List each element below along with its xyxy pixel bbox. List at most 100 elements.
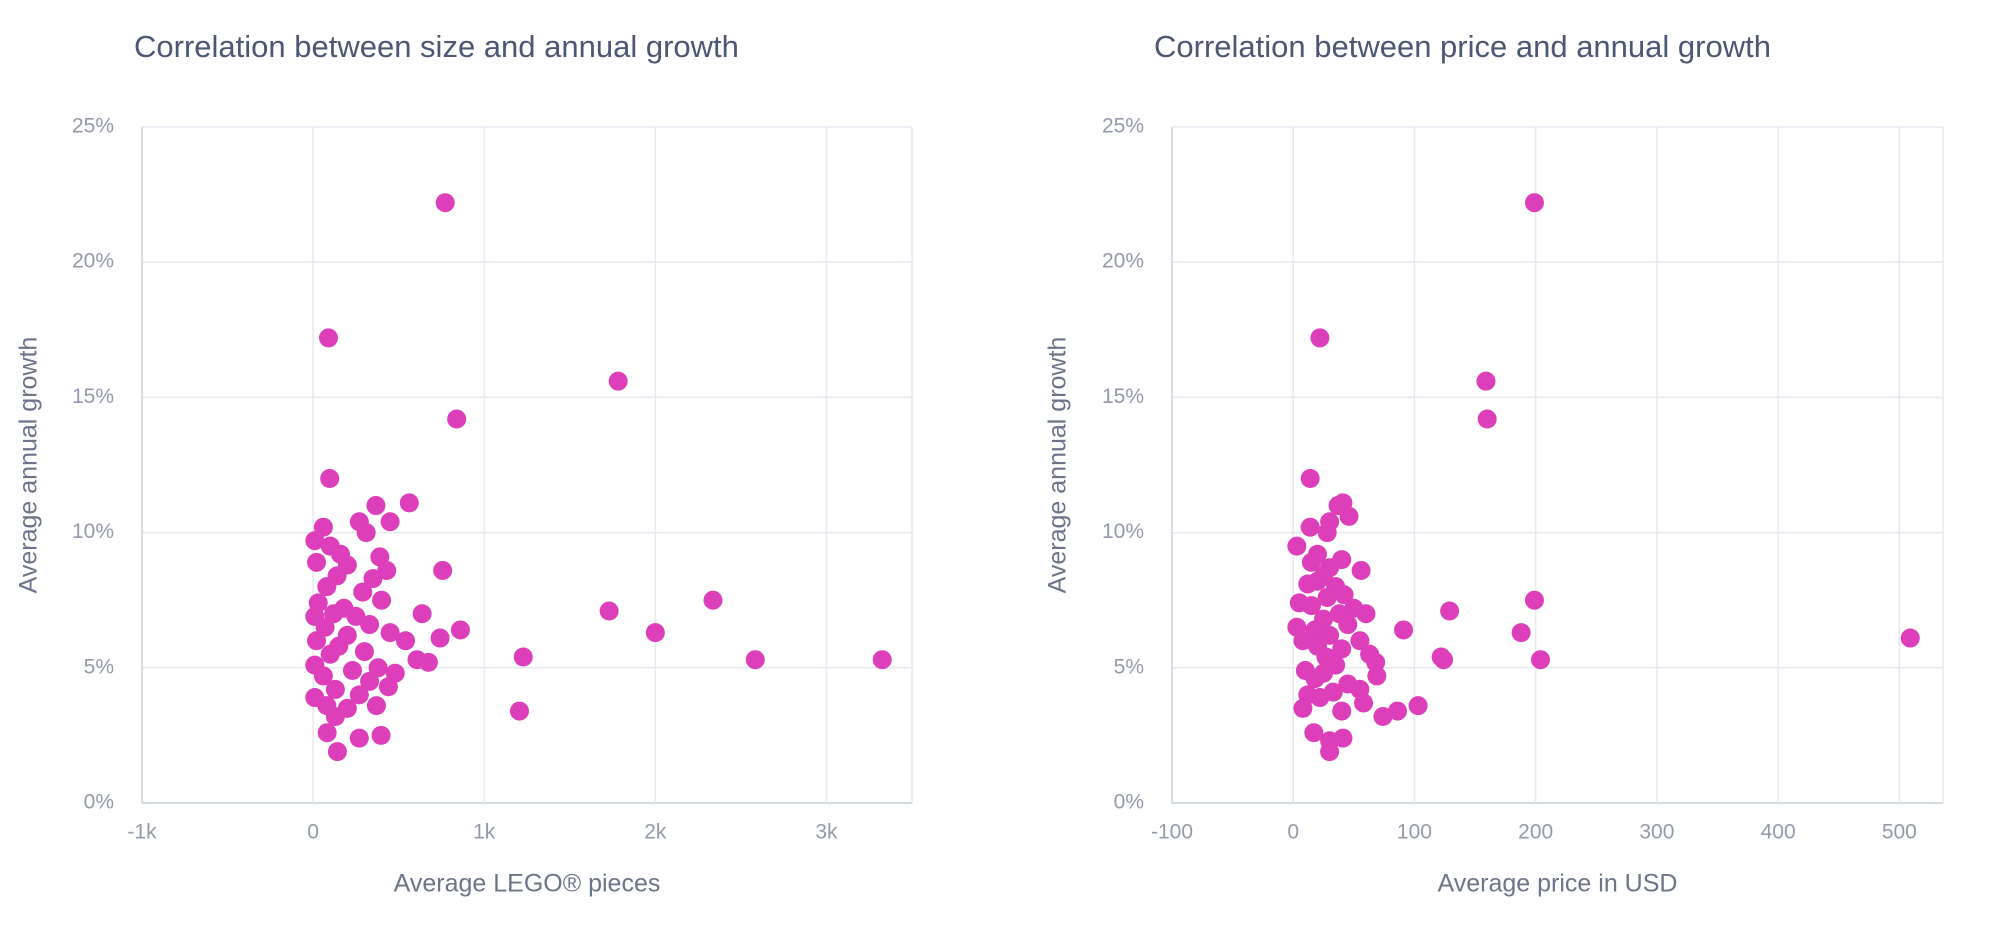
point [1300, 517, 1320, 537]
point [317, 723, 337, 743]
y-tick-label: 20% [1102, 250, 1144, 273]
point [320, 469, 340, 489]
point [1320, 742, 1340, 762]
point [430, 628, 450, 648]
point [371, 725, 391, 745]
point [745, 650, 765, 670]
point [1387, 701, 1407, 721]
x-tick-label: 100 [1397, 821, 1432, 844]
point [307, 631, 327, 651]
point [317, 577, 337, 597]
chart-title: Correlation between size and annual grow… [134, 29, 739, 64]
point [320, 644, 340, 664]
point [313, 517, 333, 537]
point [412, 604, 432, 624]
point [305, 531, 325, 551]
point [1301, 552, 1321, 572]
point [433, 560, 453, 580]
point [1440, 601, 1460, 621]
point [399, 493, 419, 513]
chart-title: Correlation between price and annual gro… [1154, 29, 1771, 64]
x-axis-label: Average LEGO® pieces [394, 870, 661, 898]
y-axis-label: Average annual growth [15, 337, 43, 594]
y-tick-label: 0% [84, 791, 114, 814]
x-tick-label: -100 [1151, 821, 1193, 844]
point [1350, 631, 1370, 651]
point [1476, 371, 1496, 391]
point [353, 582, 373, 602]
point [1300, 469, 1320, 489]
x-tick-label: -1k [127, 821, 157, 844]
y-tick-label: 0% [1114, 791, 1144, 814]
point [599, 601, 619, 621]
point [1351, 560, 1371, 580]
x-axis-label: Average price in USD [1438, 870, 1678, 898]
y-tick-label: 5% [84, 655, 114, 678]
point [354, 642, 374, 662]
point [703, 590, 723, 610]
point [1293, 631, 1313, 651]
point [1338, 615, 1358, 635]
point [1524, 193, 1544, 213]
point [366, 496, 386, 516]
x-tick-label: 300 [1639, 821, 1674, 844]
x-tick-label: 0 [1287, 821, 1299, 844]
point [377, 560, 397, 580]
point [1310, 328, 1330, 348]
y-tick-label: 15% [1102, 385, 1144, 408]
point [380, 623, 400, 643]
point [1332, 639, 1352, 659]
point [1339, 506, 1359, 526]
point [360, 671, 380, 691]
point [1305, 620, 1325, 640]
x-tick-label: 3k [815, 821, 838, 844]
point [349, 728, 369, 748]
point [872, 650, 892, 670]
point [1477, 409, 1497, 429]
point [1317, 523, 1337, 543]
point [435, 193, 455, 213]
point [380, 512, 400, 532]
y-tick-label: 10% [72, 520, 114, 543]
x-tick-label: 1k [473, 821, 496, 844]
point [645, 623, 665, 643]
point [447, 409, 467, 429]
point [1394, 620, 1414, 640]
point [509, 701, 529, 721]
point [324, 604, 344, 624]
y-tick-label: 25% [72, 115, 114, 138]
point [1373, 706, 1393, 726]
point [1434, 650, 1454, 670]
point [356, 523, 376, 543]
x-tick-label: 400 [1761, 821, 1796, 844]
point [325, 679, 345, 699]
point [1320, 625, 1340, 645]
point [372, 590, 392, 610]
y-tick-label: 25% [1102, 115, 1144, 138]
point [378, 677, 398, 697]
point [1356, 604, 1376, 624]
point [513, 647, 533, 667]
point [1531, 650, 1551, 670]
point [1287, 536, 1307, 556]
point [1524, 590, 1544, 610]
point [1304, 723, 1324, 743]
point [349, 685, 369, 705]
point [396, 631, 416, 651]
point [407, 650, 427, 670]
point [1408, 696, 1428, 716]
point [450, 620, 470, 640]
point [360, 615, 380, 635]
x-tick-label: 500 [1882, 821, 1917, 844]
point [366, 696, 386, 716]
point [1310, 688, 1330, 708]
point [1511, 623, 1531, 643]
point [1305, 669, 1325, 689]
x-tick-label: 2k [644, 821, 667, 844]
point [1293, 698, 1313, 718]
point [313, 666, 333, 686]
point [1367, 666, 1387, 686]
point [1298, 574, 1318, 594]
x-tick-label: 0 [307, 821, 319, 844]
